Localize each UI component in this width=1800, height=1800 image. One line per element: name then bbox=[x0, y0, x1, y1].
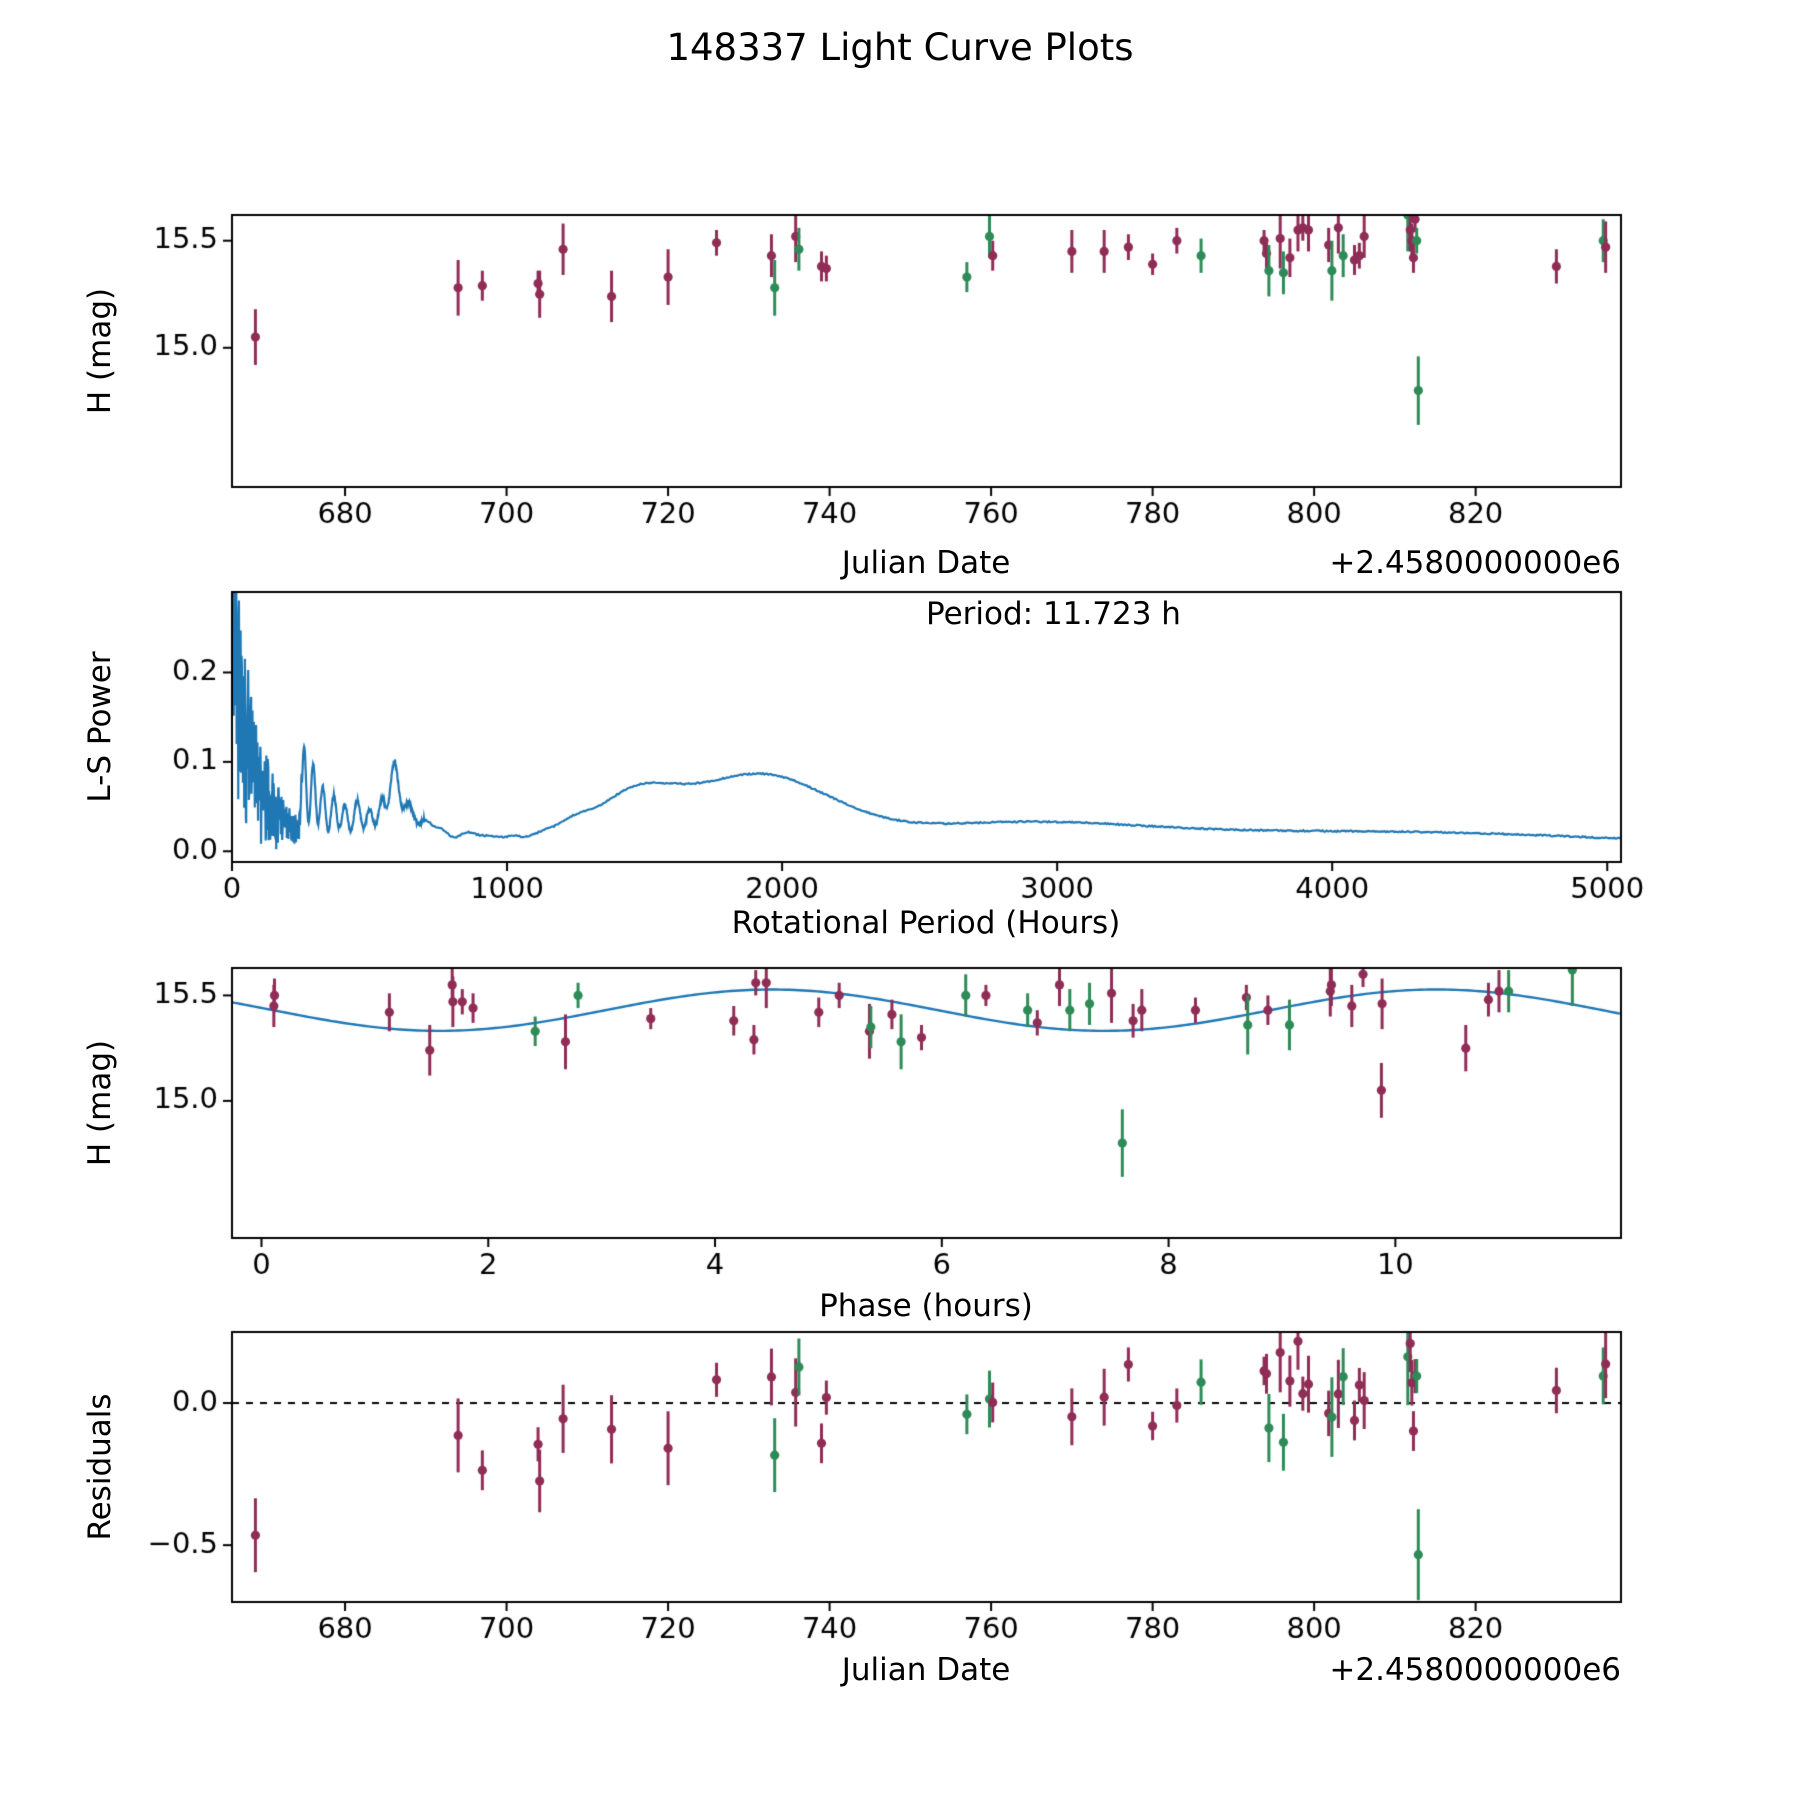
panel4-x-axis-label: Julian Date bbox=[841, 1652, 1011, 1688]
period-annotation: Period: 11.723 h bbox=[926, 596, 1181, 632]
panel1-x-offset-label: +2.4580000000e6 bbox=[1329, 545, 1621, 581]
residuals-chart bbox=[0, 1310, 1800, 1680]
panel3-y-axis-label: H (mag) bbox=[82, 1039, 118, 1167]
jd-lightcurve-chart bbox=[0, 150, 1800, 545]
panel4-y-axis-label: Residuals bbox=[82, 1393, 118, 1541]
panel4-x-offset-label: +2.4580000000e6 bbox=[1329, 1652, 1621, 1688]
panel2-y-axis-label: L-S Power bbox=[82, 651, 118, 803]
panel2-x-axis-label: Rotational Period (Hours) bbox=[731, 905, 1121, 941]
panel1-y-axis-label: H (mag) bbox=[82, 287, 118, 415]
panel3-x-axis-label: Phase (hours) bbox=[819, 1288, 1033, 1324]
ls-periodogram-chart bbox=[0, 570, 1800, 930]
phase-folded-chart bbox=[0, 945, 1800, 1310]
figure-title: 148337 Light Curve Plots bbox=[666, 26, 1134, 69]
panel1-x-axis-label: Julian Date bbox=[841, 545, 1011, 581]
